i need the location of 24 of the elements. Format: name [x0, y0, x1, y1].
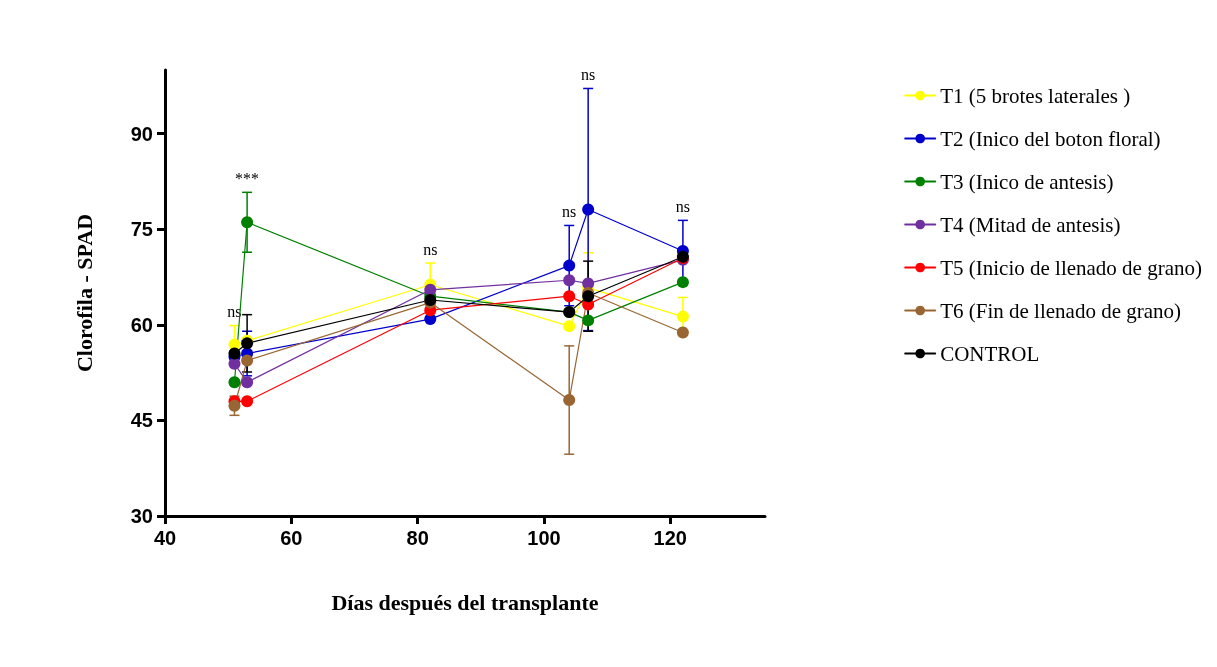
x-tick-label: 40: [153, 527, 177, 549]
y-axis-title: Clorofila - SPAD: [71, 213, 97, 373]
x-axis-title: Días después del transplante: [331, 589, 599, 615]
legend-label: T2 (Inico del boton floral): [940, 126, 1161, 151]
y-tick-label: 30: [130, 505, 153, 527]
x-tick-label: 120: [653, 527, 687, 549]
y-tick-label: 60: [130, 313, 153, 336]
x-tick-label: 100: [527, 527, 561, 549]
x-tick-label: 60: [280, 527, 303, 549]
legend-label: T6 (Fin de llenado de grano): [940, 298, 1182, 323]
legend-label: CONTROL: [940, 341, 1040, 366]
annotation: ns: [675, 197, 691, 215]
legend-label: T1 (5 brotes laterales ): [940, 83, 1131, 108]
annotation: ns: [423, 240, 438, 258]
legend-label: T5 (Inicio de llenado de grano): [940, 255, 1203, 280]
y-tick-label: 90: [130, 122, 153, 145]
annotation: ***: [235, 169, 260, 187]
legend-label: T4 (Mitad de antesis): [940, 212, 1121, 237]
x-tick-label: 80: [406, 527, 429, 549]
y-tick-label: 75: [130, 218, 153, 241]
legend-label: T3 (Inico de antesis): [940, 169, 1114, 194]
y-tick-label: 45: [130, 409, 153, 432]
annotation: ns: [562, 202, 577, 220]
annotation: ns: [581, 65, 596, 83]
